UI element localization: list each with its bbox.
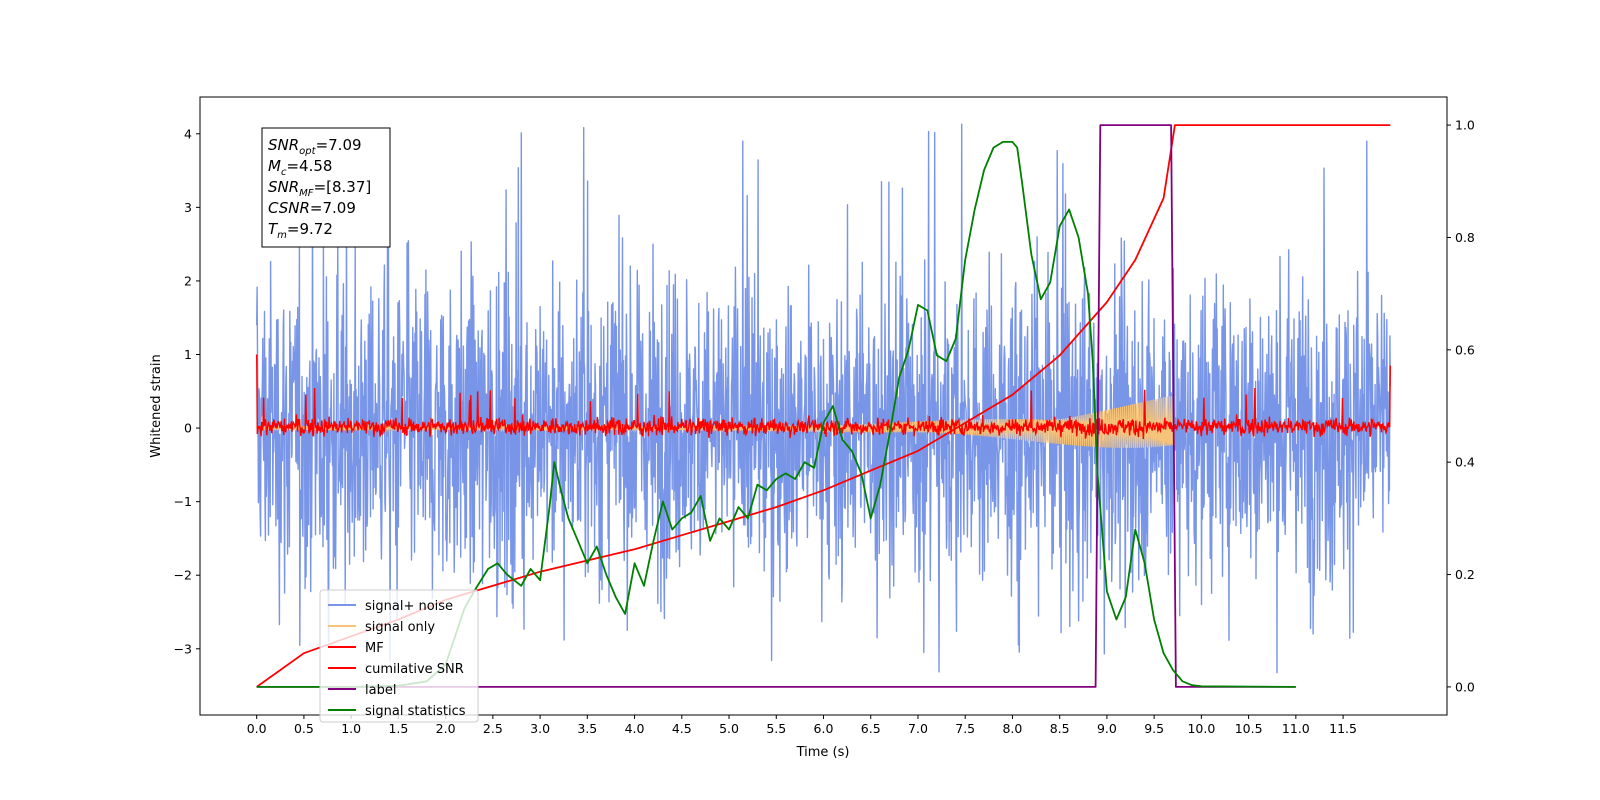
y-tick-label: −3	[174, 641, 192, 656]
x-tick-label: 2.0	[436, 721, 456, 736]
y-tick-label: 0	[184, 421, 192, 436]
x-tick-label: 1.0	[341, 721, 361, 736]
legend-label: signal only	[365, 620, 435, 635]
legend-label: signal statistics	[365, 704, 466, 719]
x-tick-label: 8.5	[1050, 721, 1070, 736]
legend: signal+ noise signal only MF cumilative SNR…	[319, 589, 479, 723]
legend-label: label	[365, 683, 396, 698]
x-tick-label: 10.0	[1187, 721, 1215, 736]
x-tick-label: 6.0	[814, 721, 834, 736]
series-signal-statistics	[256, 141, 1296, 688]
series-label	[256, 124, 1296, 688]
x-tick-label: 4.5	[672, 721, 692, 736]
y-tick-label: −2	[174, 568, 192, 583]
legend-label: signal+ noise	[365, 599, 453, 614]
x-tick-label: 0.0	[247, 721, 267, 736]
x-tick-label: 9.0	[1097, 721, 1117, 736]
y-axis-ticks: −3 −2 −1 0 1 2 3 4	[174, 126, 200, 656]
x-tick-label: 8.0	[1002, 721, 1022, 736]
y2-tick-label: 0.4	[1455, 455, 1475, 470]
x-tick-label: 5.0	[719, 721, 739, 736]
x-tick-label: 11.5	[1329, 721, 1357, 736]
y-tick-label: 3	[184, 200, 192, 215]
x-tick-label: 3.5	[577, 721, 597, 736]
x-axis-ticks: 0.0 0.5 1.0 1.5 2.0 2.5 3.0 3.5 4.0 4.5 5.0 5.5 6.0 6…	[247, 715, 1357, 736]
y2-tick-label: 1.0	[1455, 118, 1475, 133]
y-axis-label: Whitened strain	[149, 354, 164, 457]
x-tick-label: 9.5	[1144, 721, 1164, 736]
legend-label: cumilative SNR	[365, 662, 464, 677]
info-box-frame	[261, 127, 391, 248]
info-box-line: SNRopt=7.09	[268, 136, 362, 157]
series-mf	[256, 354, 1391, 440]
legend-frame	[319, 589, 479, 723]
info-box-line: Mc=4.58	[268, 157, 332, 178]
info-box-line: Tm=9.72	[268, 220, 333, 241]
y2-axis-ticks: 0.0 0.2 0.4 0.6 0.8 1.0	[1447, 118, 1475, 694]
info-box-line: CSNR=7.09	[268, 199, 356, 217]
y-tick-label: 4	[184, 126, 192, 141]
x-tick-label: 5.5	[766, 721, 786, 736]
x-tick-label: 3.0	[530, 721, 550, 736]
y2-tick-label: 0.0	[1455, 679, 1475, 694]
y-tick-label: −1	[174, 494, 192, 509]
x-tick-label: 11.0	[1282, 721, 1310, 736]
x-tick-label: 6.5	[861, 721, 881, 736]
x-tick-label: 2.5	[483, 721, 503, 736]
x-tick-label: 7.5	[955, 721, 975, 736]
x-tick-label: 0.5	[294, 721, 314, 736]
y2-tick-label: 0.6	[1455, 342, 1475, 357]
y-tick-label: 2	[184, 273, 192, 288]
x-tick-label: 4.0	[625, 721, 645, 736]
x-tick-label: 10.5	[1235, 721, 1263, 736]
series-signal-noise	[256, 123, 1391, 674]
x-axis-label: Time (s)	[796, 745, 850, 760]
y2-tick-label: 0.8	[1455, 230, 1475, 245]
legend-label: MF	[365, 641, 384, 656]
x-tick-label: 1.5	[388, 721, 408, 736]
y2-tick-label: 0.2	[1455, 567, 1475, 582]
y-tick-label: 1	[184, 347, 192, 362]
info-box-line: SNRMF=[8.37]	[268, 178, 371, 199]
x-tick-label: 7.0	[908, 721, 928, 736]
